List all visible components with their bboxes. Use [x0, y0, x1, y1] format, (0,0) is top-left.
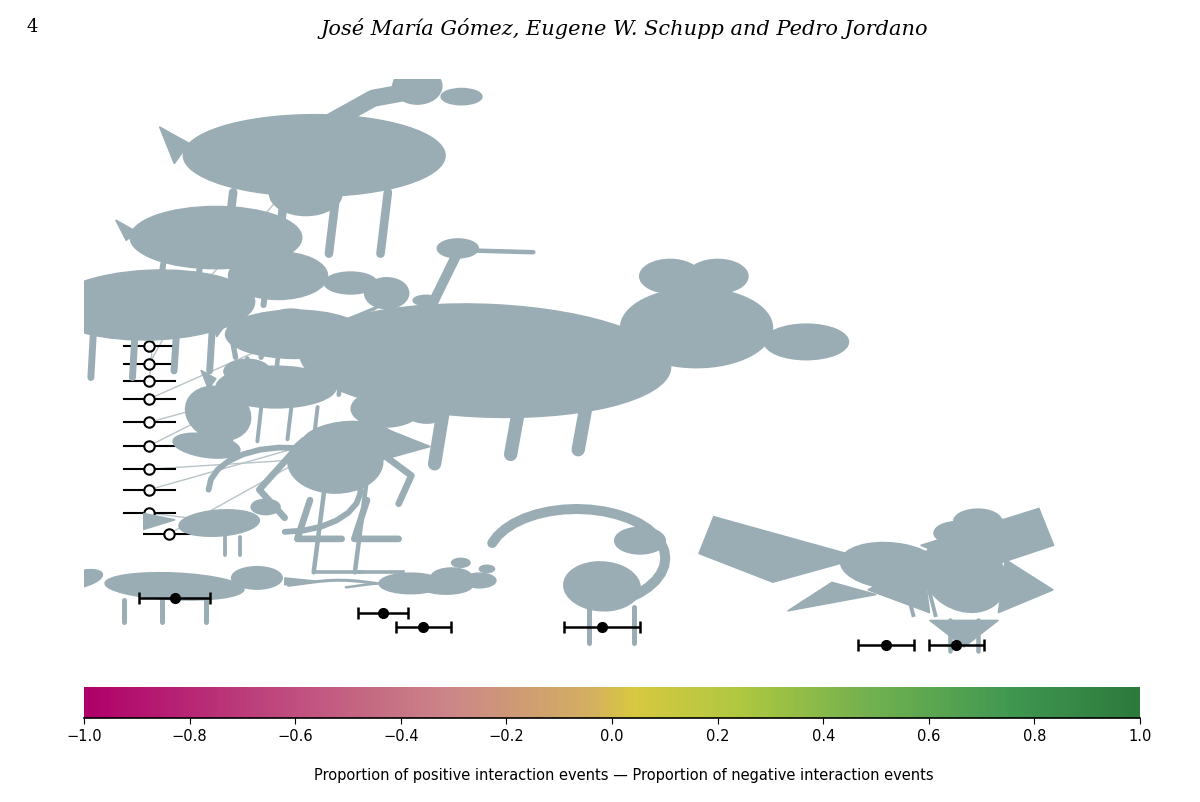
Polygon shape — [115, 221, 137, 241]
Ellipse shape — [934, 522, 982, 545]
Ellipse shape — [954, 509, 1002, 534]
Polygon shape — [314, 358, 359, 377]
Polygon shape — [335, 428, 431, 474]
Polygon shape — [144, 514, 175, 530]
Text: José María Gómez, Eugene W. Schupp and Pedro Jordano: José María Gómez, Eugene W. Schupp and P… — [320, 18, 928, 38]
Ellipse shape — [251, 500, 280, 515]
Polygon shape — [930, 621, 998, 647]
Ellipse shape — [186, 387, 251, 441]
Ellipse shape — [620, 289, 773, 368]
Ellipse shape — [463, 573, 496, 588]
Ellipse shape — [614, 528, 665, 554]
Polygon shape — [160, 128, 188, 164]
Polygon shape — [284, 578, 320, 585]
Polygon shape — [920, 508, 1054, 570]
Ellipse shape — [270, 172, 342, 217]
Ellipse shape — [50, 270, 254, 341]
Polygon shape — [200, 371, 216, 390]
Polygon shape — [208, 315, 226, 338]
Ellipse shape — [179, 510, 259, 537]
Ellipse shape — [228, 253, 328, 300]
Ellipse shape — [226, 310, 365, 359]
Polygon shape — [868, 560, 930, 613]
Ellipse shape — [564, 562, 640, 611]
Polygon shape — [14, 258, 41, 313]
Ellipse shape — [378, 354, 400, 363]
Circle shape — [640, 260, 701, 294]
Ellipse shape — [437, 240, 479, 258]
Ellipse shape — [764, 325, 848, 360]
Ellipse shape — [216, 367, 336, 408]
Ellipse shape — [442, 89, 482, 106]
Polygon shape — [787, 582, 876, 611]
Ellipse shape — [300, 305, 671, 418]
Text: 4: 4 — [26, 18, 37, 35]
Ellipse shape — [408, 406, 445, 423]
Polygon shape — [698, 517, 862, 582]
Ellipse shape — [431, 569, 472, 586]
Polygon shape — [998, 560, 1054, 613]
Ellipse shape — [106, 573, 244, 601]
Ellipse shape — [922, 537, 1007, 613]
Ellipse shape — [56, 570, 102, 589]
Ellipse shape — [130, 207, 302, 269]
Ellipse shape — [288, 431, 383, 493]
Ellipse shape — [184, 115, 445, 197]
Ellipse shape — [392, 69, 442, 105]
Ellipse shape — [300, 422, 396, 464]
Ellipse shape — [451, 558, 470, 568]
Ellipse shape — [413, 296, 439, 306]
Ellipse shape — [224, 360, 270, 384]
Circle shape — [688, 260, 748, 294]
Ellipse shape — [352, 391, 421, 427]
Ellipse shape — [232, 567, 282, 589]
Circle shape — [265, 310, 317, 338]
Ellipse shape — [324, 273, 377, 294]
Ellipse shape — [840, 543, 942, 589]
Ellipse shape — [365, 278, 409, 310]
Ellipse shape — [173, 434, 240, 459]
Ellipse shape — [379, 573, 443, 594]
Polygon shape — [338, 301, 391, 322]
Ellipse shape — [420, 577, 472, 594]
Ellipse shape — [479, 565, 494, 573]
Text: Proportion of positive interaction events — Proportion of negative interaction e: Proportion of positive interaction event… — [314, 767, 934, 782]
Ellipse shape — [336, 338, 374, 366]
